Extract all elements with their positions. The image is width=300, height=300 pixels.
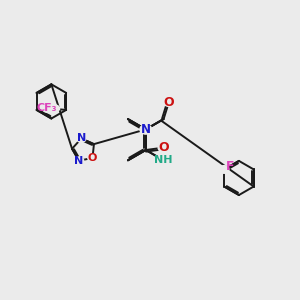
Text: F: F <box>226 160 234 173</box>
Text: N: N <box>141 123 151 136</box>
Text: CF₃: CF₃ <box>36 103 57 113</box>
Text: O: O <box>164 95 174 109</box>
Text: O: O <box>88 153 97 163</box>
Text: NH: NH <box>154 155 173 165</box>
Ellipse shape <box>158 143 169 152</box>
Ellipse shape <box>164 98 174 106</box>
Text: O: O <box>158 141 169 154</box>
Ellipse shape <box>76 135 86 142</box>
Text: N: N <box>77 134 86 143</box>
Ellipse shape <box>74 157 84 165</box>
Ellipse shape <box>140 125 152 134</box>
Ellipse shape <box>156 156 171 165</box>
Ellipse shape <box>219 166 229 173</box>
Ellipse shape <box>42 104 60 113</box>
Ellipse shape <box>88 154 97 162</box>
Text: N: N <box>74 156 84 166</box>
